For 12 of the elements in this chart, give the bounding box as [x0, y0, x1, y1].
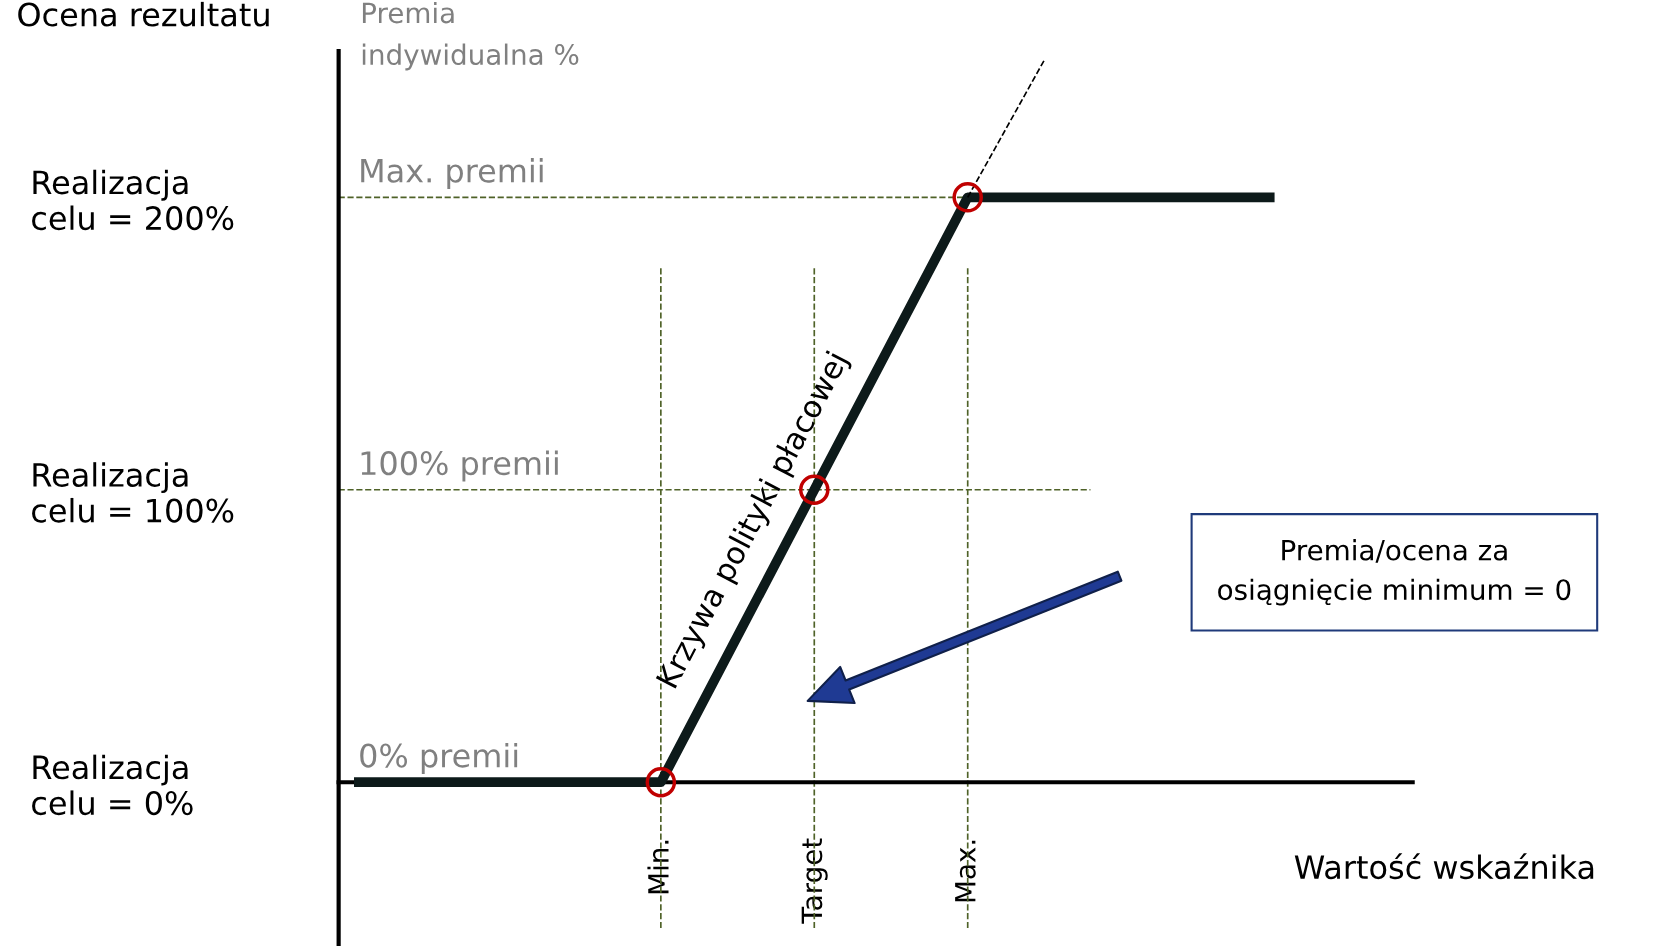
y-axis-title: Ocena rezultatu: [18, 1, 269, 27]
x-tick-label: Max.: [955, 840, 976, 902]
y-tick-label: Realizacja celu = 200%: [32, 169, 234, 231]
x-tick-label: Min.: [647, 840, 669, 894]
x-axis-title: Wartość wskaźnika: [1294, 853, 1594, 880]
ref-line-label: Max. premii: [361, 158, 543, 189]
annotation: Premia/ocena za osiągnięcie minimum = 0: [1218, 539, 1571, 606]
ref-line-label: 100% premii: [361, 450, 558, 482]
y-tick-label: Realizacja celu = 100%: [32, 462, 234, 523]
annotation: 0% premii: [360, 742, 518, 774]
y-tick-label: Realizacja celu = 0%: [32, 754, 193, 816]
annotation: Premia indywidualna %: [362, 1, 579, 71]
